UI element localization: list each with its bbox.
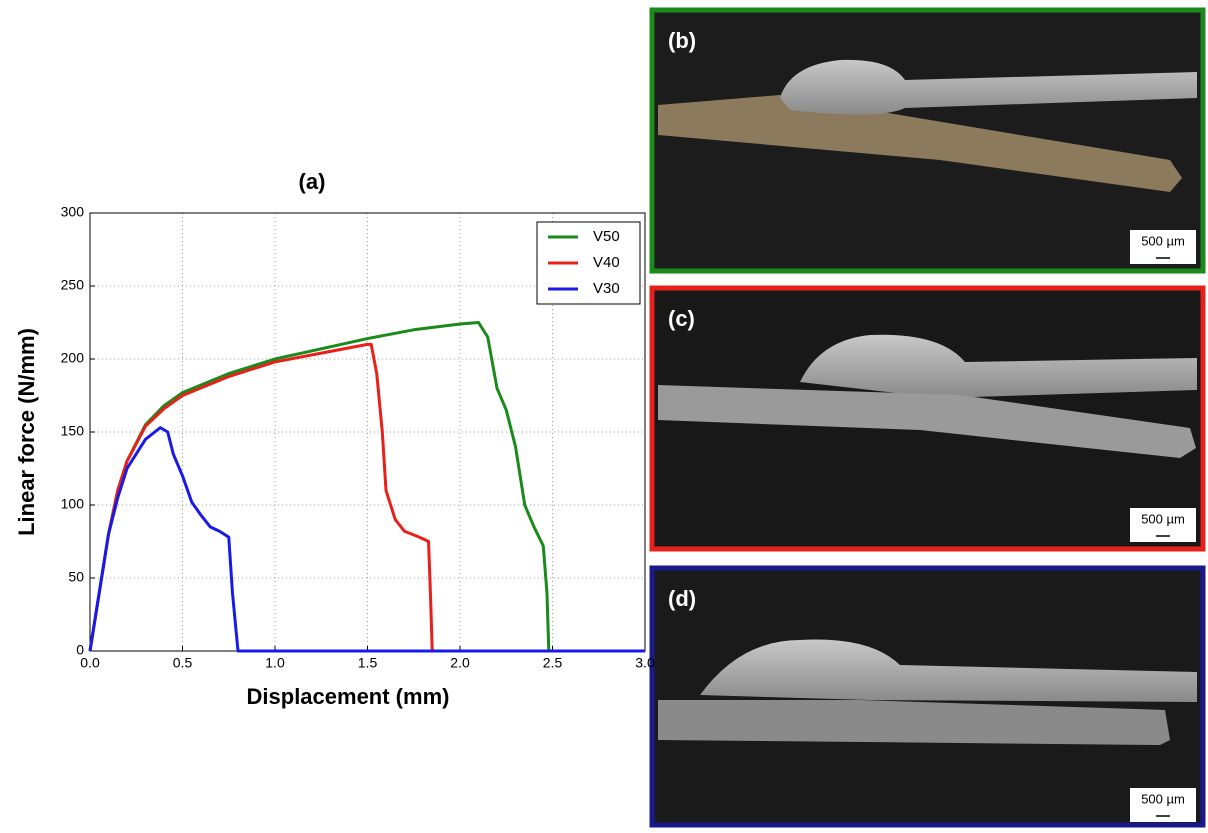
y-tick-label: 50 [68, 569, 84, 585]
scale-bar-label: 500 µm [1141, 791, 1185, 806]
x-tick-label: 0.0 [80, 655, 100, 671]
x-tick-label: 1.5 [358, 655, 378, 671]
panel-label: (b) [668, 28, 696, 53]
chart-title: (a) [299, 169, 326, 194]
panel-label: (d) [668, 586, 696, 611]
legend-label: V50 [593, 228, 620, 245]
y-tick-label: 200 [61, 350, 85, 366]
x-tick-label: 1.0 [265, 655, 285, 671]
panel-label: (c) [668, 306, 695, 331]
y-axis-label: Linear force (N/mm) [14, 328, 39, 536]
chart: 0 50 100 150 200 250 300 0.0 0.5 1.0 1.5 2.0 2.5 3.0 (… [14, 169, 655, 709]
panel-b [649, 7, 1206, 274]
series-line [88, 426, 645, 653]
scale-bar-label: 500 µm [1141, 233, 1185, 248]
scale-bar-label: 500 µm [1141, 511, 1185, 526]
series-line [88, 342, 645, 653]
y-tick-label: 0 [76, 642, 84, 658]
x-tick-label: 0.5 [173, 655, 193, 671]
x-tick-label: 2.0 [450, 655, 470, 671]
y-tick-label: 100 [61, 496, 85, 512]
legend-label: V30 [593, 280, 620, 297]
y-tick-label: 250 [61, 277, 85, 293]
y-tick-label: 150 [61, 423, 85, 439]
panel-c [649, 285, 1206, 552]
legend-label: V40 [593, 254, 620, 271]
x-tick-label: 3.0 [635, 655, 655, 671]
x-axis-label: Displacement (mm) [247, 684, 450, 709]
panel-d [649, 565, 1206, 828]
x-tick-label: 2.5 [543, 655, 563, 671]
y-tick-label: 300 [61, 204, 85, 220]
